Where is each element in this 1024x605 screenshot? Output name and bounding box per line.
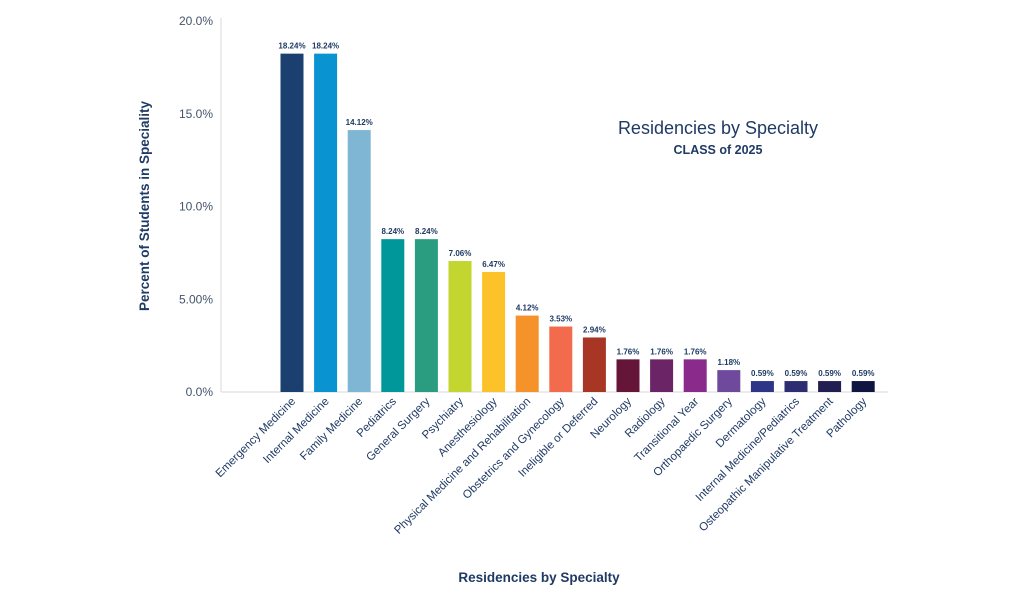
x-tick-label: Family Medicine	[298, 396, 365, 463]
data-label: 8.24%	[381, 227, 404, 236]
bar	[750, 381, 774, 392]
y-tick-label: 0.0%	[186, 385, 214, 399]
bar	[515, 315, 539, 392]
bar	[381, 239, 405, 392]
data-label: 1.76%	[684, 347, 707, 356]
data-label: 4.12%	[516, 304, 539, 313]
bar	[280, 53, 304, 392]
bar	[818, 381, 842, 392]
data-label: 0.59%	[785, 369, 808, 378]
bar	[482, 271, 506, 392]
bar	[582, 337, 606, 392]
bar	[717, 370, 741, 392]
y-tick-label: 10.0%	[179, 200, 213, 214]
x-tick-label: Anesthesiology	[436, 395, 500, 459]
data-label: 14.12%	[346, 118, 373, 127]
y-axis-label: Percent of Students in Speciality	[137, 100, 152, 311]
data-label: 0.59%	[818, 369, 841, 378]
bar	[549, 326, 573, 392]
bar	[414, 239, 438, 392]
data-label: 1.76%	[650, 347, 673, 356]
y-tick-label: 20.0%	[179, 14, 213, 28]
data-label: 6.47%	[482, 260, 505, 269]
chart-title: Residencies by Specialty	[618, 118, 818, 138]
chart-subtitle: CLASS of 2025	[674, 143, 763, 157]
bar	[851, 381, 875, 392]
x-axis-label: Residencies by Specialty	[458, 570, 620, 585]
y-tick-label: 5.00%	[179, 292, 213, 306]
bar	[314, 53, 338, 392]
data-label: 0.59%	[852, 369, 875, 378]
data-label: 3.53%	[549, 315, 572, 324]
bar	[784, 381, 808, 392]
data-label: 8.24%	[415, 227, 438, 236]
bar	[616, 359, 640, 392]
data-label: 2.94%	[583, 325, 606, 334]
bar	[347, 130, 371, 392]
data-label: 1.18%	[717, 358, 740, 367]
bar	[448, 261, 472, 392]
bar	[683, 359, 707, 392]
data-label: 0.59%	[751, 369, 774, 378]
data-label: 18.24%	[278, 42, 305, 51]
bar	[650, 359, 674, 392]
y-tick-label: 15.0%	[179, 107, 213, 121]
data-label: 18.24%	[312, 42, 339, 51]
data-label: 1.76%	[617, 347, 640, 356]
data-label: 7.06%	[449, 249, 472, 258]
